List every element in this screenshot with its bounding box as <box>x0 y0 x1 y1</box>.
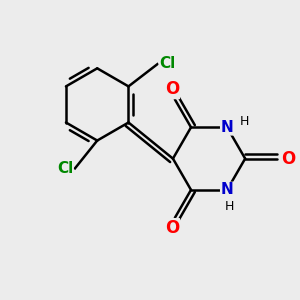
Text: Cl: Cl <box>159 56 176 71</box>
Text: N: N <box>221 182 233 197</box>
Text: Cl: Cl <box>57 161 73 176</box>
Text: H: H <box>225 200 235 213</box>
Text: N: N <box>221 120 233 135</box>
Text: O: O <box>281 150 295 168</box>
Text: H: H <box>240 115 250 128</box>
Text: O: O <box>165 219 179 237</box>
Text: O: O <box>165 80 179 98</box>
